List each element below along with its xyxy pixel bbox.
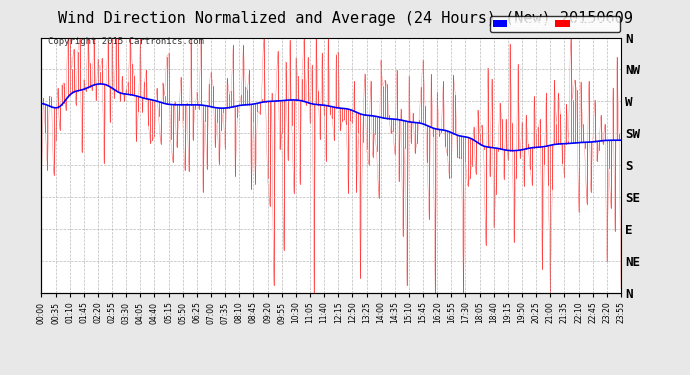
Text: Wind Direction Normalized and Average (24 Hours) (New) 20150609: Wind Direction Normalized and Average (2… bbox=[57, 11, 633, 26]
Legend: Average, Direction: Average, Direction bbox=[490, 16, 620, 32]
Text: Copyright 2015 Cartronics.com: Copyright 2015 Cartronics.com bbox=[48, 38, 204, 46]
